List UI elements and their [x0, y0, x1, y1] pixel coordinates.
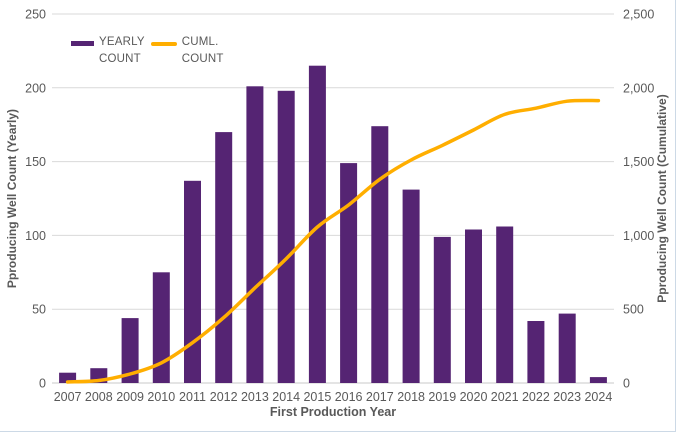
x-tick-label: 2023	[553, 390, 581, 404]
left-axis-tick-label: 200	[25, 81, 46, 95]
left-axis-tick-label: 250	[25, 8, 46, 22]
bar-2023[interactable]	[558, 313, 576, 383]
legend: YEARLY COUNT CUML. COUNT	[71, 34, 224, 68]
bar-2021[interactable]	[496, 226, 514, 384]
right-axis-tick-label: 1,500	[623, 155, 654, 169]
left-axis-title: Pproducing Well Count (Yearly)	[5, 108, 19, 289]
x-tick-label: 2008	[85, 390, 113, 404]
cuml-count-swatch	[150, 42, 177, 46]
bar-2020[interactable]	[465, 229, 482, 384]
yearly-count-label: YEARLY COUNT	[99, 36, 145, 65]
bar-2022[interactable]	[527, 321, 545, 383]
x-tick-label: 2015	[303, 390, 331, 404]
bar-2015[interactable]	[308, 65, 326, 383]
x-tick-label: 2024	[584, 390, 612, 404]
x-tick-label: 2011	[179, 390, 206, 404]
bar-2013[interactable]	[246, 86, 264, 384]
bar-2009[interactable]	[121, 318, 139, 383]
bar-2016[interactable]	[340, 163, 358, 383]
x-tick-label: 2013	[241, 390, 269, 404]
x-tick-label: 2017	[366, 390, 394, 404]
right-axis-tick-label: 2,500	[623, 8, 654, 22]
right-axis-tick-label: 500	[623, 303, 644, 317]
bar-2012[interactable]	[215, 132, 233, 383]
right-axis-tick-label: 2,000	[623, 81, 654, 95]
bar-2007[interactable]	[59, 372, 77, 383]
left-axis-tick-label: 150	[25, 155, 46, 169]
left-axis-tick-label: 0	[39, 377, 46, 391]
x-tick-label: 2019	[428, 390, 456, 404]
bar-2011[interactable]	[184, 180, 201, 383]
cuml-count-label: CUML. COUNT	[181, 36, 224, 65]
bar-2014[interactable]	[277, 90, 295, 384]
bar-2017[interactable]	[371, 126, 389, 383]
left-axis-tick-label: 100	[25, 229, 46, 243]
yearly-count-swatch	[71, 41, 94, 46]
right-axis-tick-label: 1,000	[623, 229, 654, 243]
x-tick-label: 2016	[335, 390, 363, 404]
right-axis-tick-label: 0	[623, 377, 630, 391]
cumulative-line[interactable]	[65, 98, 601, 384]
x-tick-label: 2007	[54, 390, 82, 404]
x-tick-label: 2012	[210, 390, 238, 404]
bar-2024[interactable]	[589, 377, 607, 383]
x-tick-label: 2018	[397, 390, 425, 404]
x-tick-label: 2009	[116, 390, 144, 404]
legend-item-yearly-count[interactable]: YEARLY COUNT	[71, 34, 145, 68]
x-tick-label: 2010	[147, 390, 175, 404]
x-tick-label: 2022	[522, 390, 550, 404]
bar-2018[interactable]	[402, 189, 420, 383]
x-axis-title: First Production Year	[269, 405, 397, 419]
legend-item-cuml-count[interactable]: CUML. COUNT	[150, 34, 224, 68]
x-tick-label: 2014	[272, 390, 300, 404]
bar-2019[interactable]	[433, 236, 451, 383]
left-axis-tick-label: 50	[32, 303, 46, 317]
bar-2010[interactable]	[152, 272, 170, 383]
x-tick-label: 2021	[491, 390, 519, 404]
right-axis-title: Pproducing Well Count (Cumulative)	[655, 94, 669, 303]
x-tick-label: 2020	[460, 390, 488, 404]
